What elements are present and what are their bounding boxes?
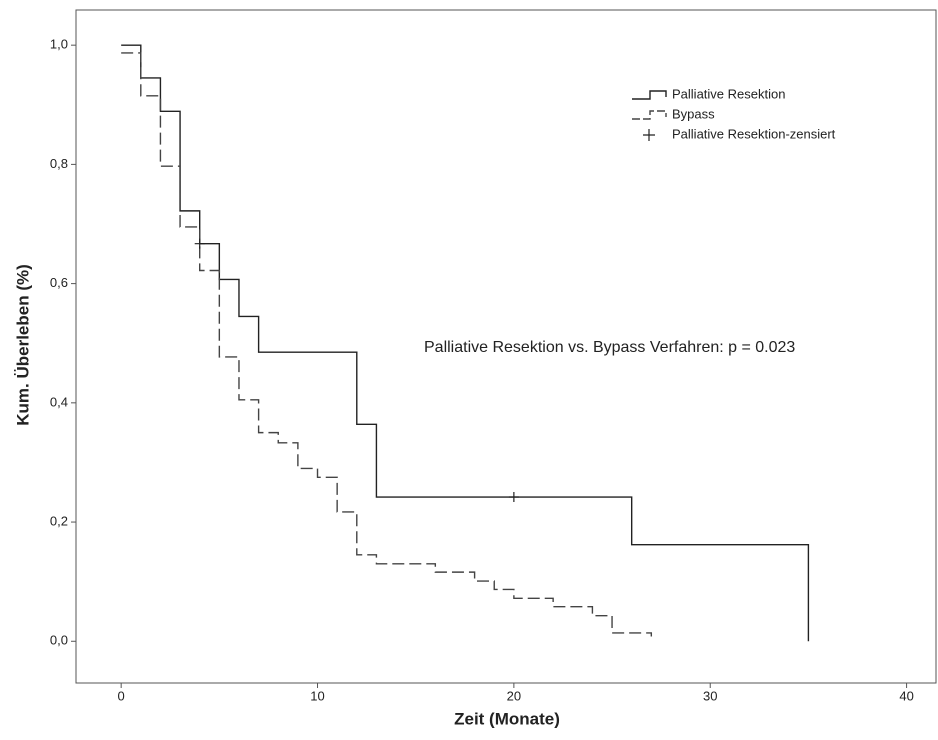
legend-symbol	[632, 90, 667, 100]
y-tick-label: 0,2	[50, 513, 68, 528]
x-tick-label: 20	[507, 688, 521, 703]
survival-curve	[121, 52, 653, 637]
y-tick-label: 0,8	[50, 156, 68, 171]
censor-mark	[194, 238, 205, 249]
legend-text: Bypass	[672, 106, 715, 121]
x-tick-label: 10	[310, 688, 324, 703]
legend-symbol	[643, 129, 655, 141]
legend-text: Palliative Resektion	[672, 86, 785, 101]
x-tick-label: 40	[899, 688, 913, 703]
y-tick-label: 1,0	[50, 37, 68, 52]
y-tick-label: 0,4	[50, 394, 68, 409]
legend-text: Palliative Resektion-zensiert	[672, 126, 836, 141]
legend-symbol	[632, 110, 667, 120]
y-axis-title: Kum. Überleben (%)	[13, 264, 32, 426]
censor-mark	[508, 492, 519, 503]
x-tick-label: 30	[703, 688, 717, 703]
annotation: Palliative Resektion vs. Bypass Verfahre…	[424, 339, 795, 356]
y-tick-label: 0,0	[50, 633, 68, 648]
x-tick-label: 0	[118, 688, 125, 703]
y-tick-label: 0,6	[50, 275, 68, 290]
x-axis-title: Zeit (Monate)	[454, 709, 560, 728]
